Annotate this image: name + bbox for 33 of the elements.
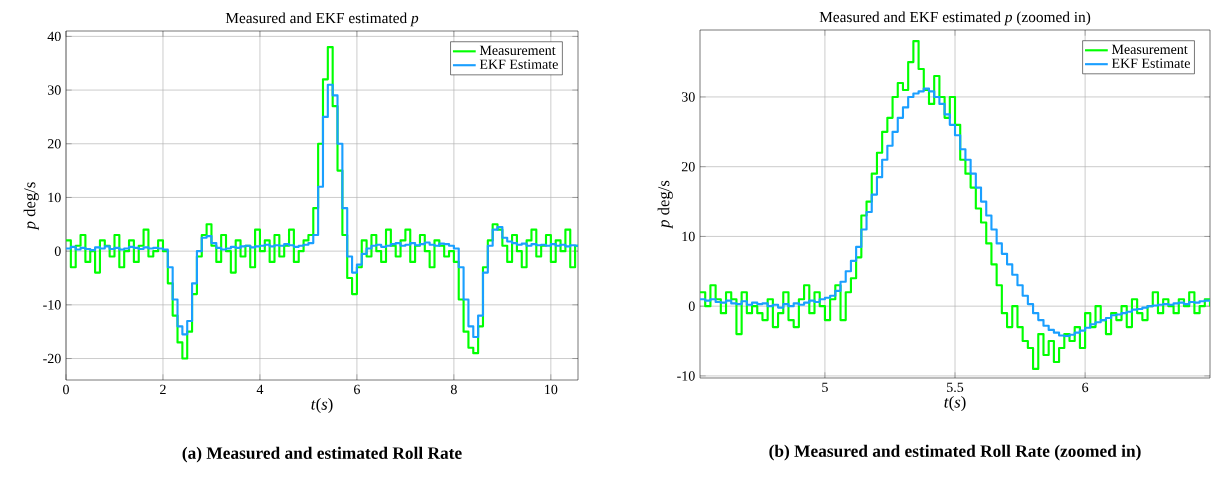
y-axis-title: p deg/s [23, 182, 39, 231]
y-tick-label: 30 [47, 85, 61, 95]
y-tick-label: -10 [43, 300, 61, 310]
legend-label: EKF Estimate [479, 59, 558, 69]
x-tick-label: 10 [545, 384, 558, 395]
y-tick-label: 30 [681, 92, 695, 102]
text: (b) Measured and estimated Roll Rate (zoomed in) [769, 444, 1141, 461]
y-tick-label: 0 [688, 301, 695, 311]
x-axis-title: t(s) [944, 395, 966, 412]
x-tick-label: 5 [822, 382, 828, 393]
legend-label: Measurement [1111, 44, 1188, 55]
y-tick-label: 10 [682, 231, 695, 242]
x-tick-label: 8 [450, 384, 457, 395]
y-tick-label: 0 [54, 246, 61, 256]
legend-label: EKF Estimate [1111, 58, 1190, 68]
y-axis-title: p deg/s [657, 180, 673, 229]
x-axis-title: t(s) [311, 397, 333, 414]
x-tick-label: 5.5 [947, 382, 964, 393]
legend-label: Measurement [479, 45, 556, 56]
y-tick-label: 20 [681, 161, 695, 172]
y-tick-label: 20 [47, 139, 61, 149]
x-tick-label: 6 [354, 384, 360, 395]
text: (a) Measured and estimated Roll Rate [182, 446, 462, 463]
x-tick-label: 4 [256, 384, 264, 394]
x-tick-label: 6 [1082, 382, 1089, 393]
chart-title: Measured and EKF estimated p [225, 12, 419, 27]
y-tick-label: 10 [48, 192, 61, 203]
x-tick-label: 2 [160, 384, 166, 394]
x-tick-label: 0 [63, 384, 69, 395]
chart-title: Measured and EKF estimated p (zoomed in) [819, 11, 1091, 26]
y-tick-label: -20 [43, 353, 61, 364]
y-tick-label: 40 [47, 31, 61, 42]
y-tick-label: -10 [677, 371, 695, 381]
